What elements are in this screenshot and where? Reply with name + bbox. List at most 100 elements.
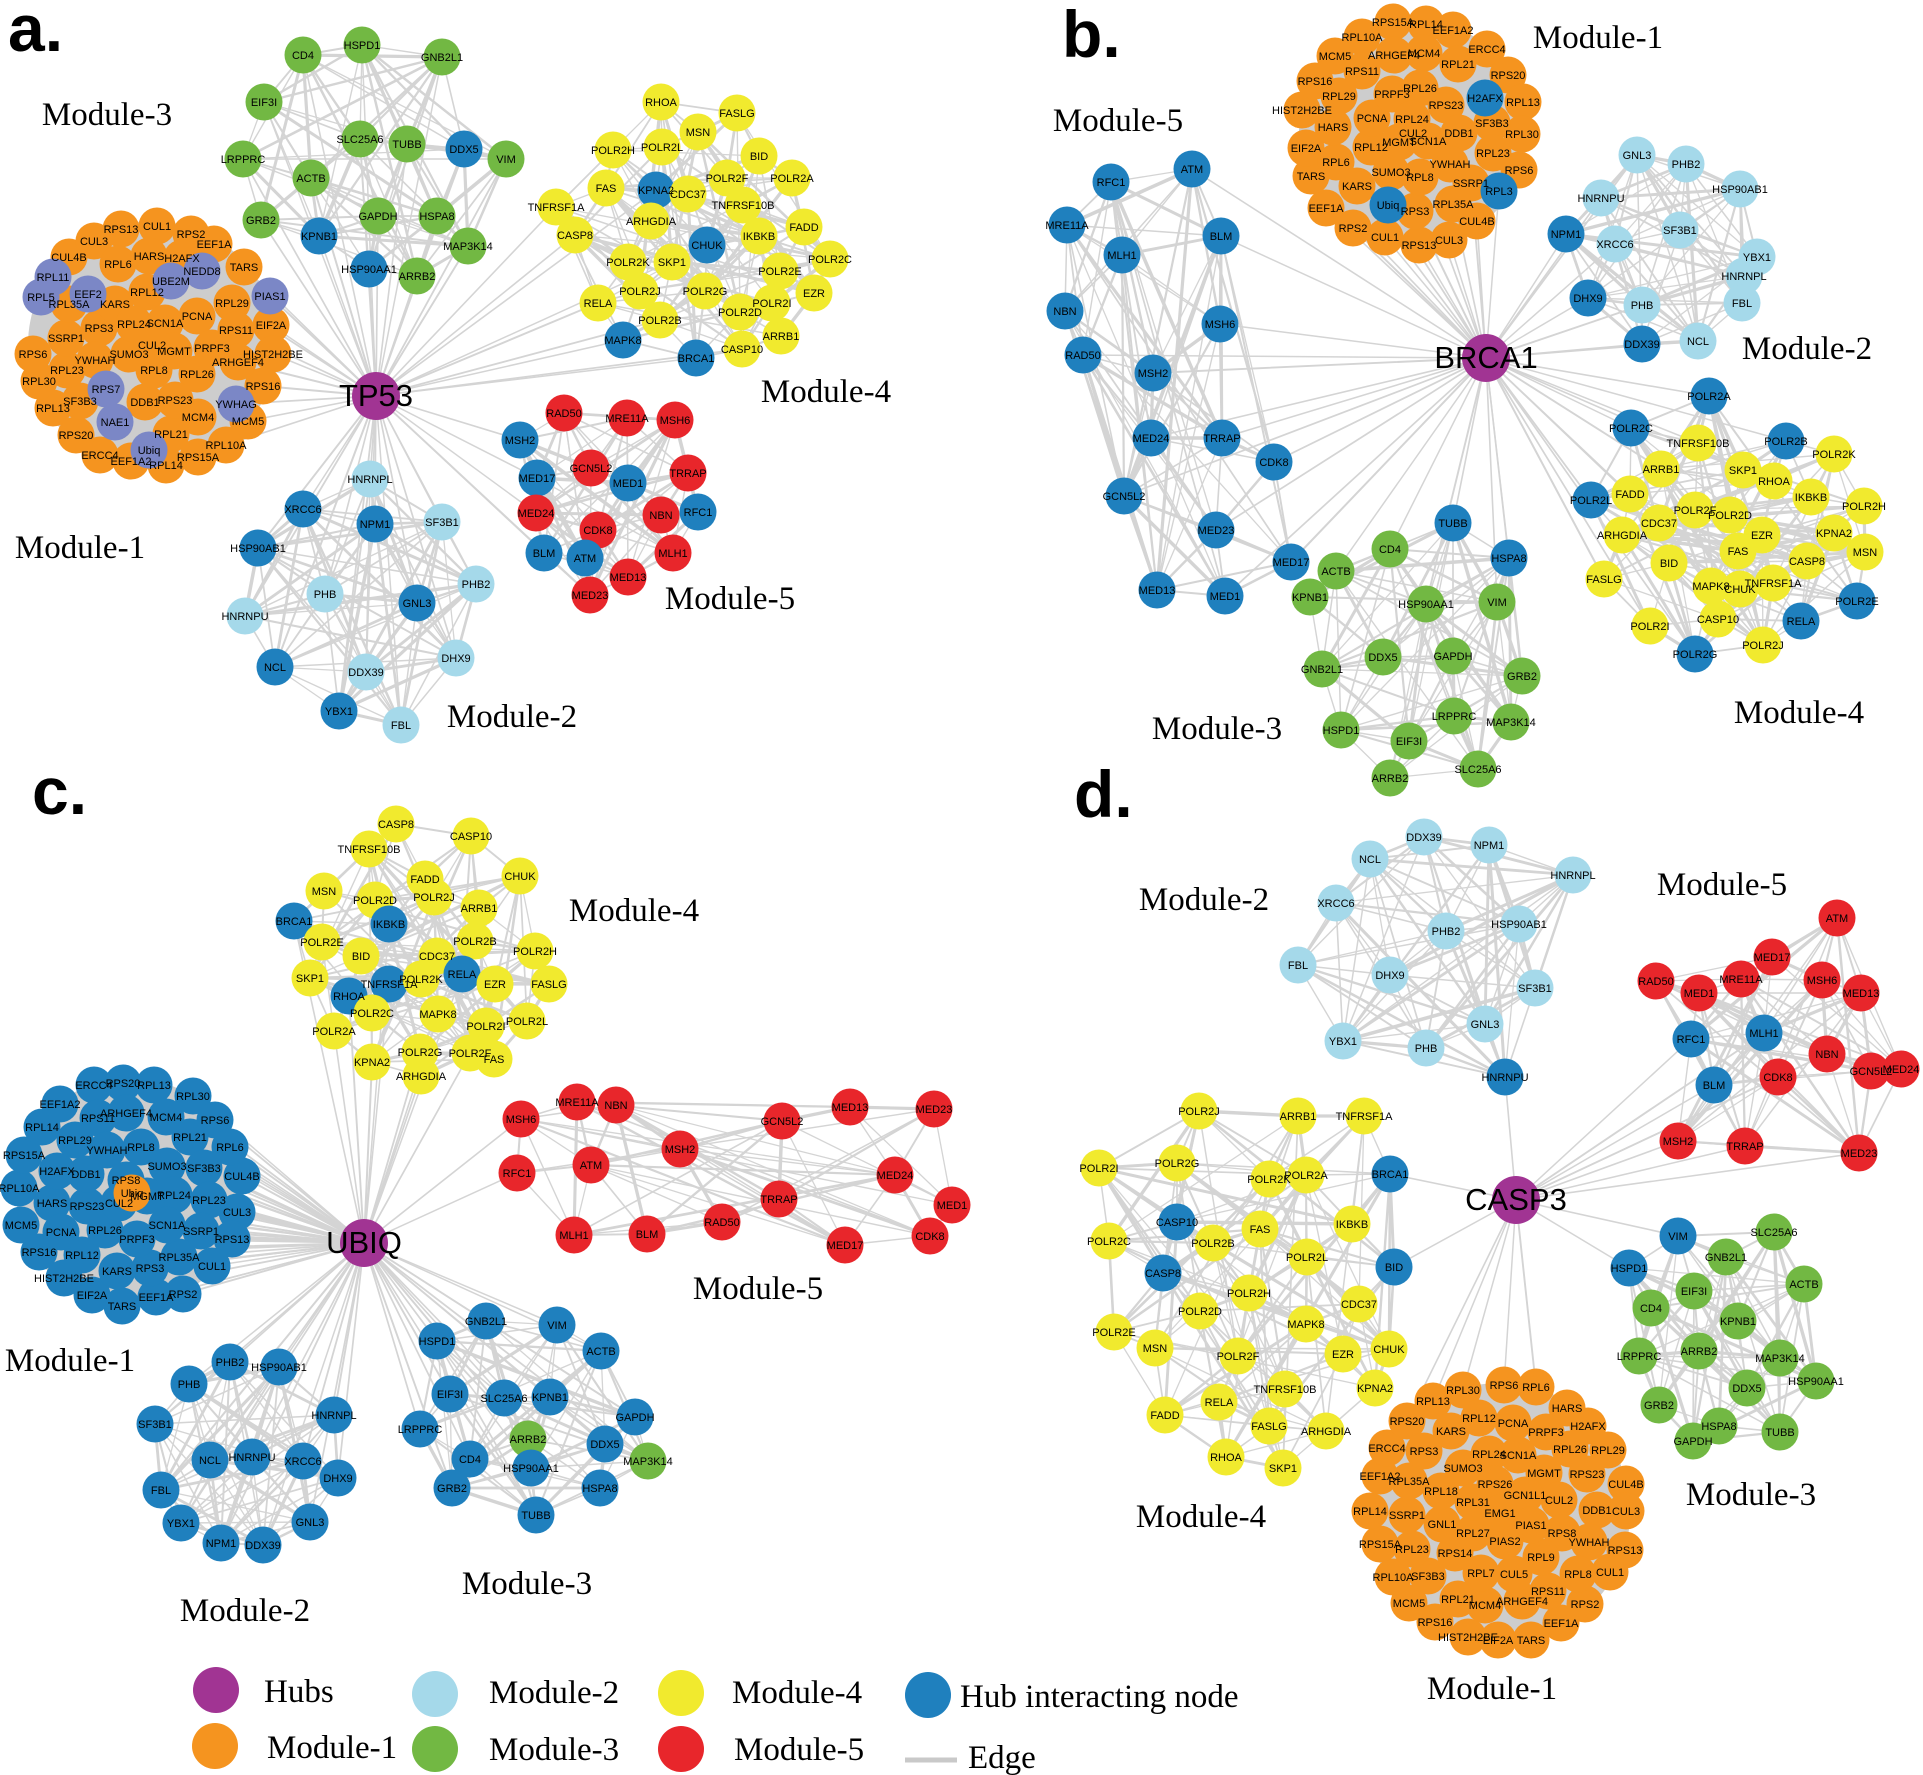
svg-text:TNFRSF10B: TNFRSF10B [712,200,775,212]
svg-text:EMG1: EMG1 [1484,1508,1515,1520]
svg-text:CASP10: CASP10 [450,831,492,843]
svg-text:HSP90AB1: HSP90AB1 [251,1362,307,1374]
svg-text:Ubiq: Ubiq [1377,200,1400,212]
svg-text:CUL4B: CUL4B [1459,216,1494,228]
svg-text:POLR2C: POLR2C [808,254,852,266]
svg-text:GNL3: GNL3 [1623,150,1652,162]
svg-text:GRB2: GRB2 [437,1483,467,1495]
svg-text:CDC37: CDC37 [670,189,706,201]
svg-text:UBIQ: UBIQ [326,1225,402,1260]
svg-text:DDX5: DDX5 [1368,652,1397,664]
svg-text:POLR2L: POLR2L [641,142,683,154]
svg-text:DDB1: DDB1 [1582,1505,1611,1517]
svg-text:RPL29: RPL29 [58,1135,92,1147]
svg-text:RPL30: RPL30 [176,1091,210,1103]
svg-text:RPL26: RPL26 [88,1225,122,1237]
svg-text:POLR2B: POLR2B [453,936,496,948]
svg-text:HSPD1: HSPD1 [344,40,381,52]
svg-text:CHUK: CHUK [1373,1344,1405,1356]
svg-text:TRRAP: TRRAP [760,1194,797,1206]
svg-text:FBL: FBL [391,720,411,732]
svg-text:ARHGEF4: ARHGEF4 [1368,50,1420,62]
svg-text:Module-5: Module-5 [1657,867,1787,903]
svg-text:KPNB1: KPNB1 [532,1392,568,1404]
svg-text:POLR2K: POLR2K [1812,449,1856,461]
svg-text:CDC37: CDC37 [419,951,455,963]
svg-text:HSPD1: HSPD1 [1611,1263,1648,1275]
svg-text:PHB2: PHB2 [216,1357,245,1369]
svg-text:DDX39: DDX39 [1624,339,1659,351]
svg-text:GNL3: GNL3 [403,598,432,610]
svg-text:RPL30: RPL30 [1505,129,1539,141]
svg-text:POLR2G: POLR2G [1673,649,1718,661]
svg-text:EZR: EZR [1751,530,1773,542]
svg-text:LRPPRC: LRPPRC [1432,711,1477,723]
svg-text:MED24: MED24 [877,1170,914,1182]
svg-text:MCM4: MCM4 [150,1112,182,1124]
svg-text:SUMO3: SUMO3 [109,349,148,361]
svg-text:RPL8: RPL8 [140,365,168,377]
svg-text:SF3B3: SF3B3 [1475,118,1509,130]
svg-text:RPL14: RPL14 [25,1122,59,1134]
svg-text:IKBKB: IKBKB [373,919,405,931]
svg-text:PRPF3: PRPF3 [119,1234,154,1246]
svg-text:CASP8: CASP8 [378,819,414,831]
svg-text:SF3B3: SF3B3 [1411,1571,1445,1583]
svg-text:RAD50: RAD50 [1065,350,1100,362]
svg-text:RFC1: RFC1 [503,1168,532,1180]
svg-text:MRE11A: MRE11A [1719,974,1763,986]
svg-text:FADD: FADD [1615,489,1644,501]
svg-text:PCNA: PCNA [1498,1418,1529,1430]
svg-text:Module-3: Module-3 [1152,711,1282,747]
svg-text:GCN5L2: GCN5L2 [1850,1066,1893,1078]
svg-text:SKP1: SKP1 [1729,465,1757,477]
svg-text:POLR2A: POLR2A [770,173,814,185]
svg-text:SF3B1: SF3B1 [1663,225,1697,237]
svg-text:NEDD8: NEDD8 [183,266,220,278]
svg-text:EEF1A2: EEF1A2 [1360,1471,1401,1483]
svg-text:EIF2A: EIF2A [1291,143,1322,155]
svg-text:HSPA8: HSPA8 [1491,553,1526,565]
svg-text:SUMO3: SUMO3 [147,1161,186,1173]
svg-text:UBE2M: UBE2M [152,276,190,288]
svg-text:RPL11: RPL11 [37,272,70,284]
svg-text:Module-5: Module-5 [665,581,795,617]
svg-text:RPL23: RPL23 [50,365,84,377]
svg-text:RPS15A: RPS15A [1359,1539,1402,1551]
svg-text:PIAS2: PIAS2 [1489,1536,1520,1548]
svg-text:HSPD1: HSPD1 [1323,725,1360,737]
svg-text:ARHGDIA: ARHGDIA [396,1071,447,1083]
svg-text:MLH1: MLH1 [658,548,687,560]
svg-text:RPS23: RPS23 [1429,100,1464,112]
svg-text:POLR2A: POLR2A [312,1026,356,1038]
svg-text:POLR2C: POLR2C [1087,1236,1131,1248]
svg-text:ARHGEF4: ARHGEF4 [212,357,264,369]
svg-text:TNFRSF10B: TNFRSF10B [1667,438,1730,450]
svg-text:MRE11A: MRE11A [1045,220,1089,232]
svg-text:EIF3I: EIF3I [1681,1286,1707,1298]
svg-text:DDX5: DDX5 [1732,1383,1761,1395]
svg-text:MED24: MED24 [1133,433,1170,445]
svg-text:MAP3K14: MAP3K14 [443,241,493,253]
svg-text:BLM: BLM [636,1229,659,1241]
svg-text:FBL: FBL [151,1485,171,1497]
svg-text:FAS: FAS [484,1054,505,1066]
svg-text:NPM1: NPM1 [360,519,391,531]
svg-text:GAPDH: GAPDH [1433,651,1472,663]
svg-text:POLR2L: POLR2L [1286,1252,1328,1264]
svg-text:MSH2: MSH2 [1138,368,1169,380]
svg-text:POLR2G: POLR2G [1155,1158,1200,1170]
svg-text:CASP3: CASP3 [1465,1182,1567,1217]
svg-text:RELA: RELA [448,969,477,981]
svg-text:CHUK: CHUK [504,871,536,883]
svg-text:GCN1L1: GCN1L1 [1504,1490,1547,1502]
svg-text:MAPK8: MAPK8 [1692,581,1729,593]
svg-text:RPL31: RPL31 [1456,1497,1490,1509]
svg-text:ERCC4: ERCC4 [75,1080,112,1092]
svg-text:RAD50: RAD50 [1638,976,1673,988]
svg-text:EIF2A: EIF2A [77,1290,108,1302]
svg-text:RPL30: RPL30 [1446,1385,1480,1397]
svg-text:HARS: HARS [134,251,165,263]
svg-text:MSN: MSN [1143,1343,1168,1355]
svg-text:ACTB: ACTB [1321,566,1350,578]
